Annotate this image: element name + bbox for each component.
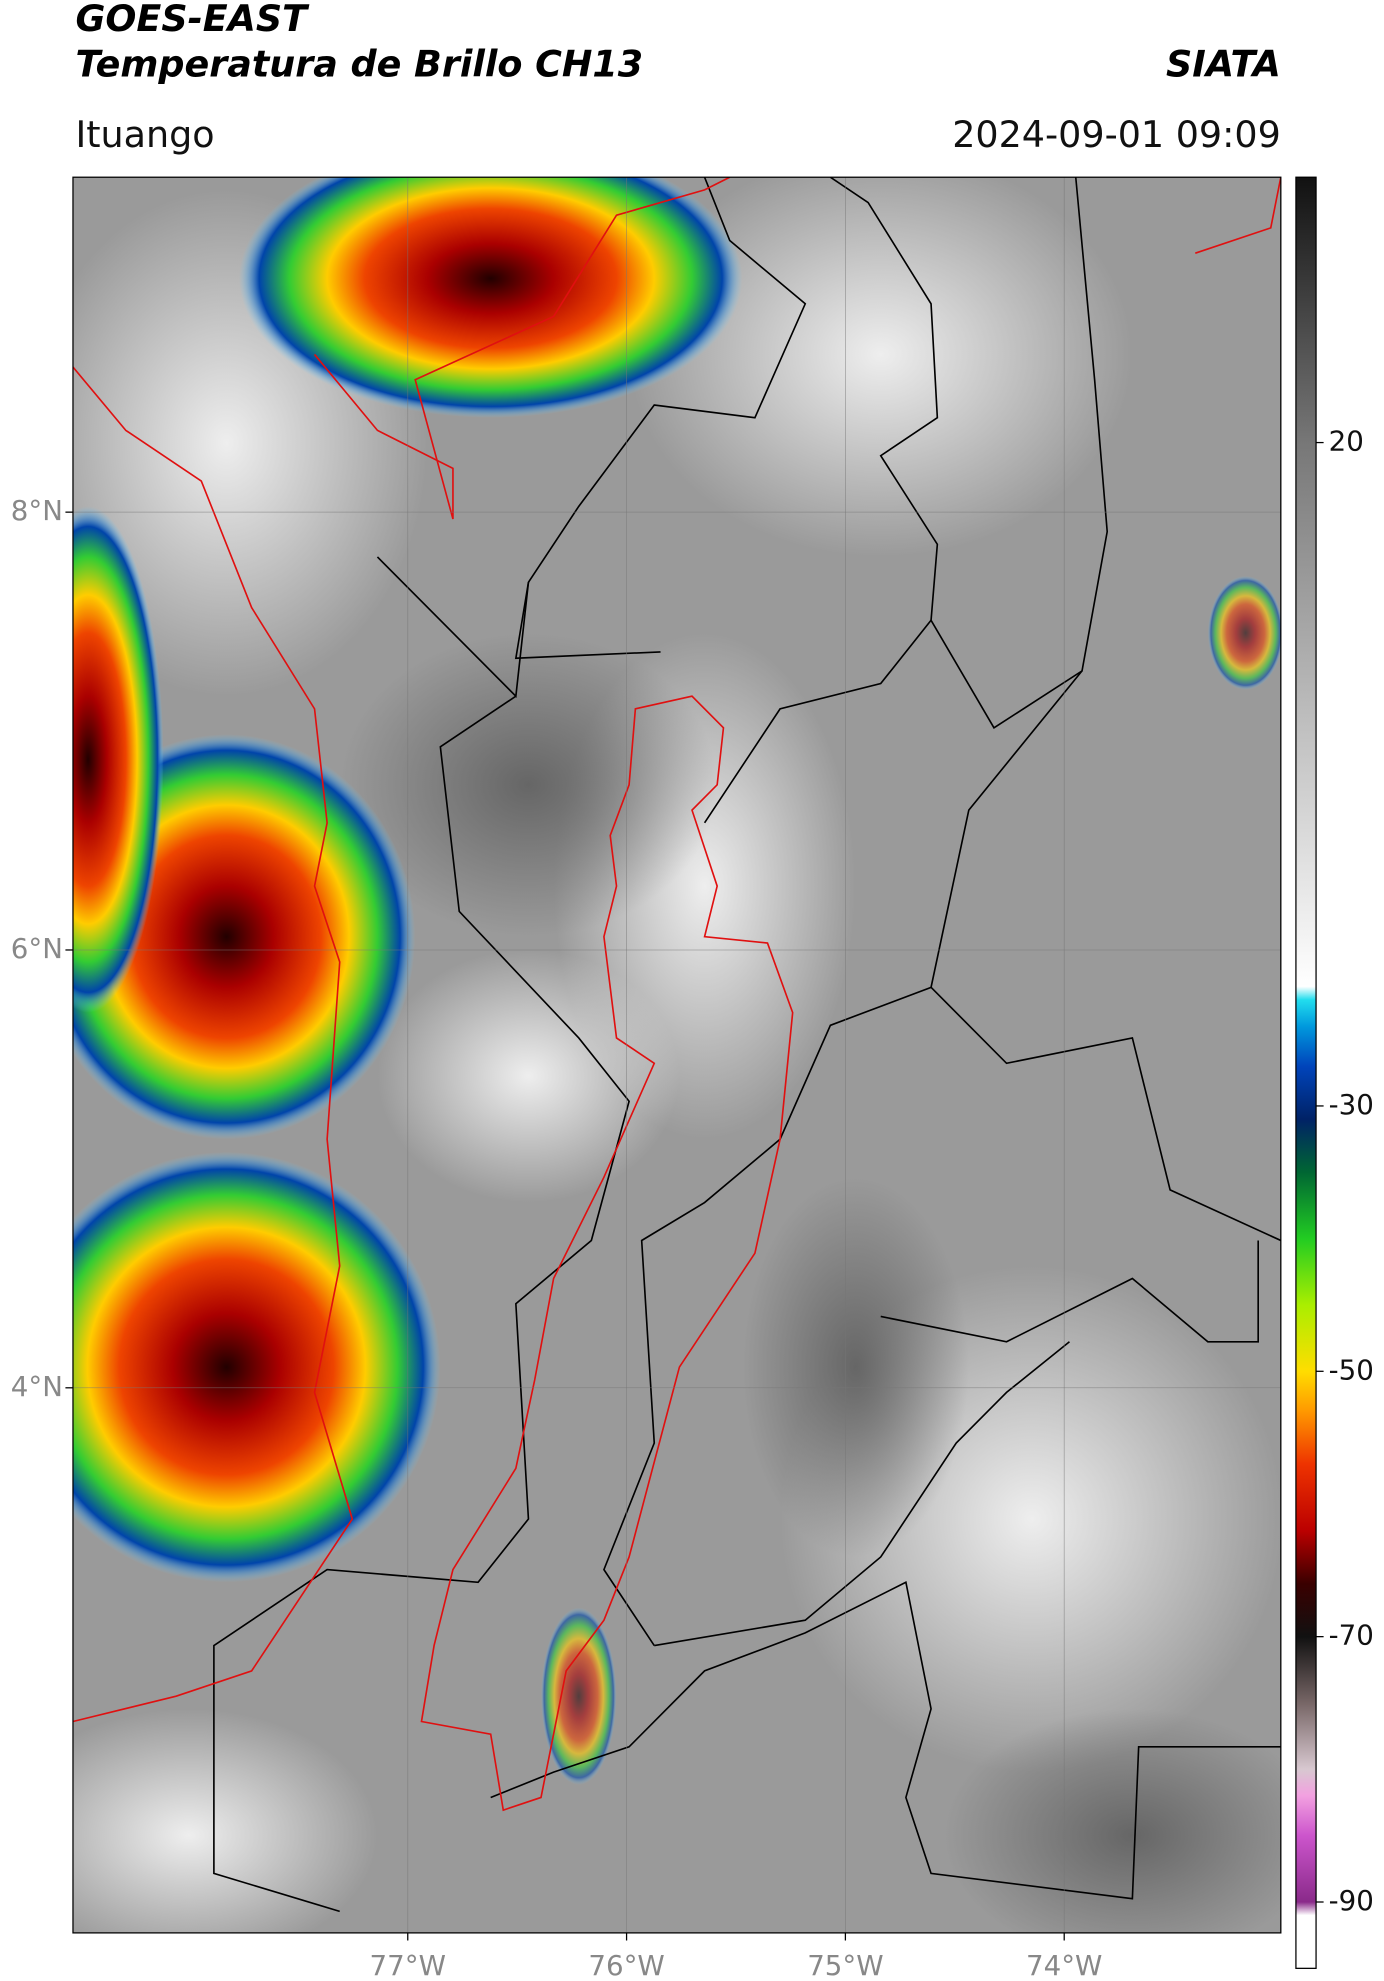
location: Ituango: [75, 113, 214, 156]
colorbar-tick-label: -50: [1329, 1353, 1374, 1386]
x-tick-label: 76°W: [588, 1949, 664, 1981]
subtitle: Temperatura de Brillo CH13: [75, 42, 643, 85]
x-tick-label: 74°W: [1026, 1949, 1102, 1981]
title: GOES-EAST: [75, 0, 310, 40]
grid: 77°W 76°W 75°W 74°W 8°N 6°N 4°N: [11, 177, 1281, 1981]
colorbar-tick-label: -70: [1329, 1619, 1374, 1652]
colorbar-tick-label: 20: [1329, 425, 1364, 458]
x-tick-label: 77°W: [370, 1949, 446, 1981]
y-tick-label: 6°N: [11, 932, 63, 965]
colorbar: 20 -30 -50 -70 -90: [1295, 176, 1374, 1969]
y-tick-label: 4°N: [11, 1370, 63, 1403]
colorbar-tick-label: -30: [1329, 1088, 1374, 1121]
x-tick-label: 75°W: [807, 1949, 883, 1981]
colorbar-fill: [1295, 176, 1317, 1969]
source: SIATA: [1166, 42, 1281, 85]
y-tick-label: 8°N: [11, 494, 63, 527]
datetime: 2024-09-01 09:09: [952, 113, 1281, 156]
map-frame: [72, 176, 1282, 1934]
colorbar-tick-label: -90: [1329, 1884, 1374, 1917]
satellite-image: [72, 177, 1281, 1933]
